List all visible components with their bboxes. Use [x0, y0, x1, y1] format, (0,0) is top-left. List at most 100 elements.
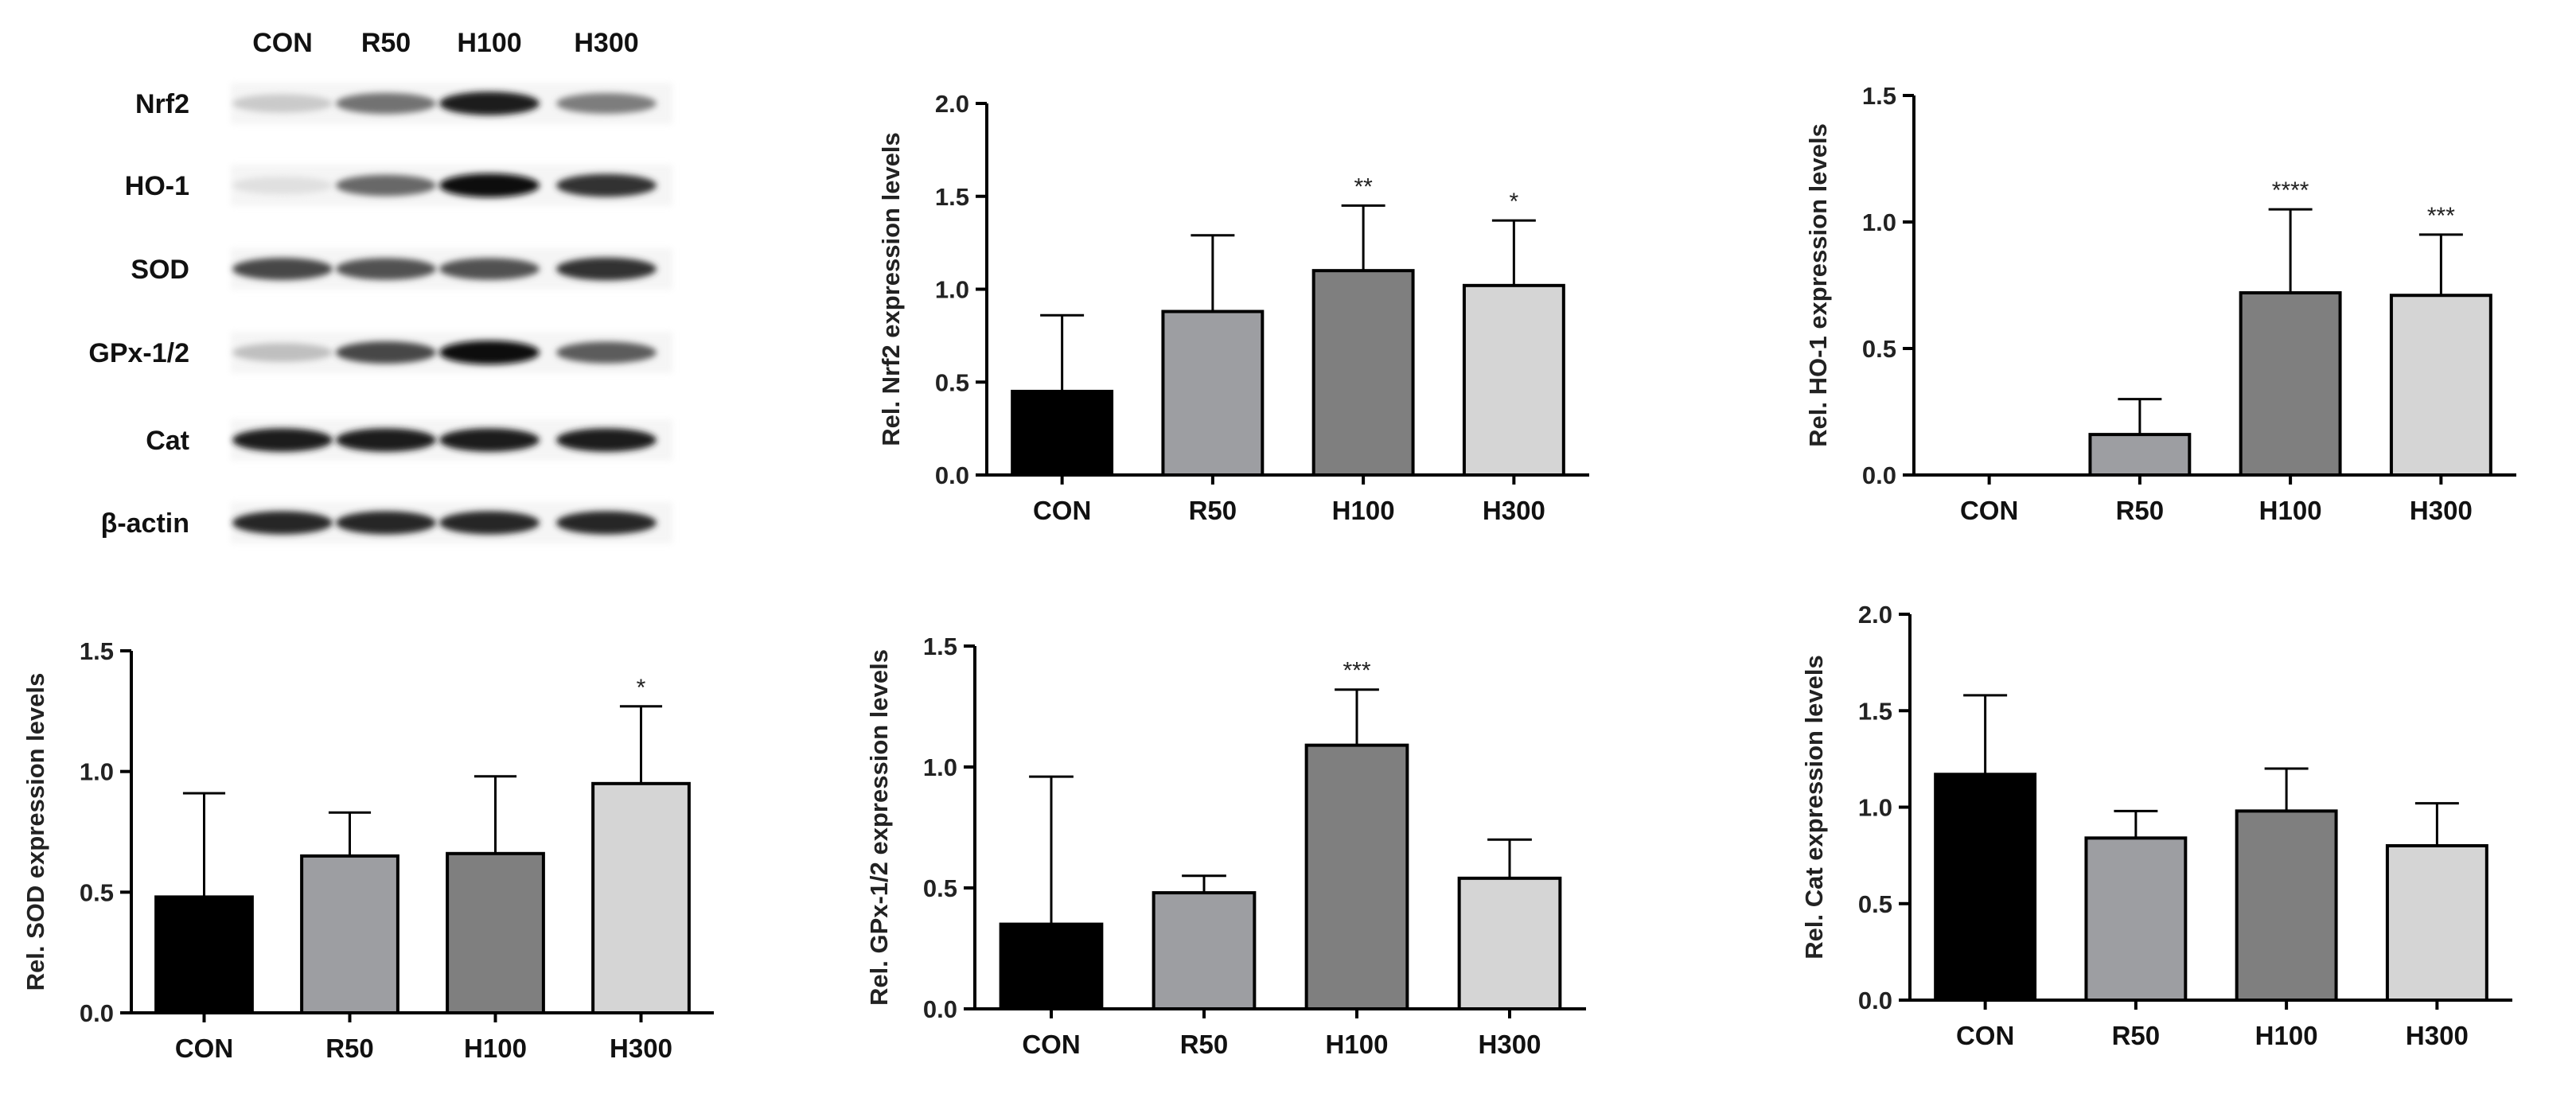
y-tick-label: 1.5	[80, 637, 114, 665]
cat-bar-chart: 0.0 0.5 1.0 1.5 2.0 Rel. Cat expression level…	[1800, 601, 2512, 1050]
significance-label: **	[1354, 173, 1373, 200]
bar-h100	[1304, 743, 1409, 1010]
blot-band	[232, 176, 333, 195]
x-tick-label: CON	[1956, 1021, 2014, 1050]
blot-band	[439, 428, 540, 452]
x-tick-label: CON	[1022, 1030, 1080, 1059]
blot-band	[556, 511, 657, 535]
bar-r50	[2084, 836, 2188, 1003]
x-tick-label: CON	[1033, 496, 1091, 525]
blot-row-label: Nrf2	[135, 89, 189, 119]
blot-band	[336, 428, 436, 452]
western-blot-panel: CON R50 H100 H300 Nrf2 HO-1 SOD GPx-1/2 Cat β-ac…	[88, 28, 672, 543]
x-tick-label: H100	[464, 1034, 527, 1063]
significance-label: ***	[1343, 658, 1370, 684]
blot-row: SOD	[131, 248, 672, 290]
blot-column-label: CON	[252, 28, 313, 58]
x-tick-label: CON	[175, 1034, 233, 1063]
blot-band	[439, 173, 540, 197]
blot-rows: Nrf2 HO-1 SOD GPx-1/2 Cat β-actin	[88, 83, 672, 543]
blot-band	[439, 91, 540, 115]
blot-band	[439, 258, 540, 280]
bar-h300	[591, 781, 691, 1014]
y-tick-label: 1.5	[1862, 82, 1896, 110]
bar-h300	[1457, 876, 1562, 1010]
significance-label: *	[637, 675, 646, 701]
x-tick-label: H300	[1483, 496, 1545, 525]
bar-r50	[2088, 433, 2192, 477]
bar-h100	[2235, 809, 2338, 1002]
blot-band	[336, 258, 436, 280]
nrf2-bar-chart: 0.0 0.5 1.0 1.5 2.0 Rel. Nrf2 expression leve…	[877, 90, 1589, 525]
bar-con	[1934, 773, 2037, 1003]
x-tick-label: R50	[1189, 496, 1237, 525]
y-tick-label: 1.0	[1862, 208, 1896, 236]
bar-r50	[300, 854, 399, 1015]
ho1-bar-chart: 0.0 0.5 1.0 1.5 Rel. HO-1 expression levels C…	[1804, 82, 2516, 525]
bar-con	[154, 895, 254, 1015]
blot-row: GPx-1/2	[88, 332, 672, 373]
blot-column-label: H300	[574, 28, 638, 58]
blot-row-label: GPx-1/2	[88, 338, 189, 368]
y-tick-label: 2.0	[1858, 601, 1892, 629]
blot-column-headers: CON R50 H100 H300	[252, 28, 638, 58]
y-tick-label: 0.0	[923, 995, 957, 1023]
x-tick-label: H300	[2410, 496, 2473, 525]
bar-h100	[446, 851, 545, 1015]
y-tick-label: 2.0	[935, 90, 969, 118]
bar-h100	[1311, 269, 1415, 477]
significance-label: *	[1510, 189, 1519, 215]
y-tick-label: 0.5	[1862, 335, 1896, 363]
bar-h300	[2385, 844, 2488, 1002]
blot-band	[336, 92, 436, 115]
y-tick-label: 0.5	[935, 368, 969, 396]
y-tick-label: 0.5	[923, 874, 957, 902]
x-tick-label: H100	[2259, 496, 2322, 525]
blot-band	[336, 341, 436, 364]
blot-band	[336, 174, 436, 197]
y-axis-title: Rel. HO-1 expression levels	[1804, 123, 1832, 447]
blot-band	[232, 258, 333, 280]
y-axis-title: Rel. Cat expression levels	[1800, 655, 1828, 960]
y-tick-label: 1.5	[935, 183, 969, 211]
y-tick-label: 0.0	[80, 999, 114, 1027]
y-tick-label: 1.5	[1858, 697, 1892, 725]
y-tick-label: 1.0	[80, 758, 114, 786]
blot-band	[556, 173, 657, 197]
bar-h300	[2389, 294, 2492, 477]
x-tick-label: H300	[2406, 1021, 2469, 1050]
sod-bar-chart: 0.0 0.5 1.0 1.5 Rel. SOD expression levels CO…	[21, 637, 714, 1063]
blot-column-label: R50	[361, 28, 411, 58]
bar-con	[1011, 389, 1114, 477]
y-tick-label: 0.5	[1858, 890, 1892, 918]
blot-band	[232, 428, 333, 452]
blot-band	[439, 341, 540, 364]
y-tick-label: 1.0	[1858, 794, 1892, 822]
blot-row: β-actin	[101, 502, 672, 543]
blot-band	[232, 511, 333, 535]
blot-row: Cat	[146, 419, 672, 461]
x-tick-label: R50	[325, 1034, 374, 1063]
blot-row: HO-1	[125, 165, 672, 206]
y-tick-label: 0.5	[80, 878, 114, 906]
blot-band	[556, 341, 657, 364]
x-tick-label: H300	[610, 1034, 672, 1063]
bar-h100	[2239, 291, 2342, 477]
blot-row-label: Cat	[146, 426, 189, 456]
blot-band	[232, 94, 333, 113]
y-tick-label: 0.0	[935, 461, 969, 489]
y-tick-label: 1.5	[923, 633, 957, 660]
x-tick-label: R50	[1180, 1030, 1229, 1059]
bar-r50	[1161, 310, 1265, 477]
significance-label: ***	[2427, 203, 2455, 229]
blot-row-label: HO-1	[125, 171, 189, 201]
y-axis-title: Rel. GPx-1/2 expression levels	[865, 649, 893, 1006]
x-tick-label: H100	[2255, 1021, 2318, 1050]
blot-row-label: β-actin	[101, 508, 189, 539]
blot-band	[556, 257, 657, 281]
x-tick-label: R50	[2112, 1021, 2161, 1050]
blot-row-label: SOD	[131, 255, 189, 285]
x-tick-label: H100	[1326, 1030, 1389, 1059]
x-tick-label: H300	[1479, 1030, 1541, 1059]
